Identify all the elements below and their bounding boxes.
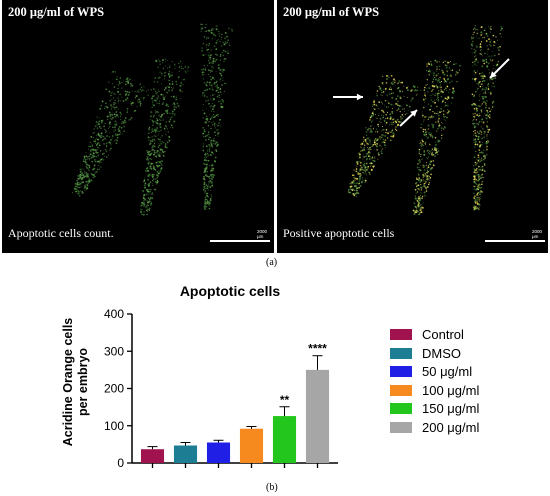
- zebrafish-image-left: [71, 23, 234, 216]
- bar-3: [206, 442, 231, 463]
- panel-right-title: 200 μg/ml of WPS: [283, 5, 380, 19]
- chart-title: Apoptotic cells: [179, 283, 281, 299]
- zebrafish-larva: [200, 23, 234, 211]
- y-tick-label: 0: [117, 456, 124, 470]
- legend-item: DMSO: [390, 346, 550, 362]
- y-axis-label-line-1: Acridine Orange cells: [61, 318, 75, 447]
- y-tick-label: 300: [104, 344, 124, 358]
- bar-chart: Acridine Orange cells per embryo 0 100 200…: [61, 307, 338, 470]
- significance-label: **: [280, 393, 290, 407]
- arrow-icon: [399, 109, 418, 127]
- legend-item: 150 μg/ml: [390, 401, 550, 417]
- zebrafish-larva: [470, 24, 503, 211]
- arrow-icon: [489, 58, 510, 79]
- panel-right-caption: Positive apoptotic cells: [283, 226, 395, 240]
- scale-label-left: 2000 μm: [257, 229, 268, 239]
- significance-label: ****: [308, 342, 327, 356]
- legend-swatch: [390, 384, 412, 396]
- scale-bar-right: [485, 240, 545, 242]
- y-tick-label: 100: [104, 419, 124, 433]
- micrograph-right: 200 μg/ml of WPS Positive apoptotic cell…: [277, 0, 548, 253]
- zebrafish-larva: [139, 58, 190, 216]
- figure-label-a: (a): [266, 257, 278, 268]
- bar-4: [239, 428, 264, 463]
- legend-swatch: [390, 329, 412, 340]
- scale-label-right: 2000 μm: [532, 229, 543, 239]
- y-tick-label: 400: [104, 307, 124, 321]
- legend-item: 100 μg/ml: [390, 383, 550, 399]
- panel-left-title: 200 μg/ml of WPS: [8, 5, 105, 19]
- bar-2: [173, 445, 198, 463]
- zebrafish-image-right: [333, 24, 510, 216]
- legend-label: Control: [422, 327, 464, 342]
- legend-label: 200 μg/ml: [422, 419, 480, 435]
- y-tick-label: 200: [104, 382, 124, 396]
- legend-label: DMSO: [422, 345, 461, 361]
- scale-bar-left: [210, 240, 270, 242]
- legend-label: 150 μg/ml: [422, 401, 480, 416]
- legend-label: 100 μg/ml: [422, 382, 480, 398]
- legend-item: Control: [390, 327, 550, 343]
- bar-1: [140, 449, 165, 463]
- legend-swatch: [390, 366, 412, 377]
- zebrafish-larva: [347, 75, 422, 197]
- zebrafish-larva: [412, 59, 461, 216]
- legend-item: 200 μg/ml: [390, 420, 550, 436]
- y-axis-label-line-2: per embryo: [76, 348, 90, 416]
- legend-item: 50 μg/ml: [390, 364, 550, 380]
- zebrafish-larva: [71, 70, 152, 197]
- bar-6: [305, 369, 330, 463]
- panel-left-caption: Apoptotic cells count.: [8, 226, 114, 240]
- arrow-icon: [333, 93, 363, 101]
- figure-label-b: (b): [266, 482, 278, 493]
- legend-swatch: [390, 421, 412, 433]
- legend-swatch: [390, 403, 412, 414]
- legend-label: 50 μg/ml: [422, 364, 473, 379]
- micrograph-left: 200 μg/ml of WPS Apoptotic cells count. …: [2, 0, 274, 253]
- legend-swatch: [390, 347, 412, 359]
- bar-5: [272, 416, 297, 463]
